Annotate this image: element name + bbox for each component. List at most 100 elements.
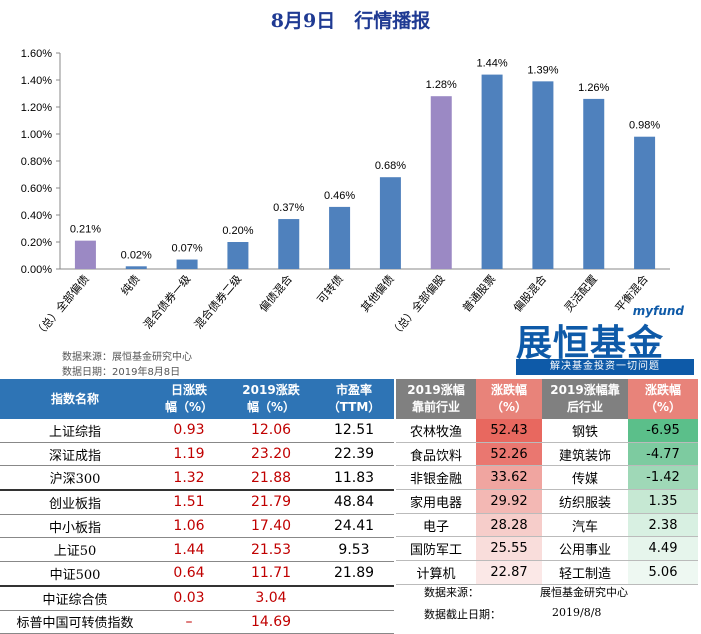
footer-date-label: 数据截止日期：	[424, 608, 501, 621]
y-tick-label: 0.80%	[21, 156, 52, 168]
bar	[430, 96, 452, 269]
top-industry-name: 家用电器	[396, 489, 476, 514]
data-label: 0.37%	[273, 202, 304, 214]
top-industry-change: 28.28	[476, 513, 542, 538]
table-row: 创业板指 1.51 21.79 48.84	[0, 490, 394, 515]
table-row: 国防军工 25.55 公用事业 4.49	[396, 536, 698, 562]
bottom-industry-name: 传媒	[542, 465, 628, 491]
index-day-change: 1.19	[150, 442, 228, 467]
index-ytd-change: 11.71	[228, 561, 314, 587]
index-ytd-change: 21.88	[228, 465, 314, 492]
index-day-change: 0.03	[150, 585, 228, 611]
bottom-industry-change: 2.38	[628, 513, 698, 538]
index-pe	[314, 610, 394, 634]
category-label: （总）全部偏股	[387, 272, 447, 336]
industry-header-2: 2019涨幅靠 后行业	[542, 379, 628, 419]
index-table: 指数名称 日涨跌 幅（%） 2019涨跌 幅（%） 市盈率 （TTM） 上证综指 0.93 12…	[0, 379, 394, 634]
page-title: 8月9日 行情播报	[270, 10, 431, 32]
bottom-industry-name: 建筑装饰	[542, 442, 628, 467]
top-industry-change: 29.92	[476, 489, 542, 514]
index-day-change: –	[150, 610, 228, 634]
bar	[227, 242, 249, 269]
data-label: 0.07%	[171, 243, 202, 255]
top-industry-name: 国防军工	[396, 536, 476, 562]
bar	[278, 219, 300, 269]
top-industry-change: 52.43	[476, 419, 542, 443]
index-pe: 21.89	[314, 561, 394, 587]
category-label: 偏债混合	[256, 272, 295, 315]
index-day-change: 1.32	[150, 465, 228, 492]
logo-small-text: myfund	[632, 304, 684, 318]
bottom-industry-name: 公用事业	[542, 536, 628, 562]
top-industry-change: 52.26	[476, 442, 542, 467]
index-name: 上证综指	[0, 419, 150, 443]
data-label: 0.20%	[222, 225, 253, 237]
table-row: 中小板指 1.06 17.40 24.41	[0, 514, 394, 539]
index-header-3: 市盈率 （TTM）	[314, 379, 394, 419]
category-label: 可转债	[314, 272, 346, 306]
bottom-industry-change: 5.06	[628, 560, 698, 585]
y-tick-label: 1.00%	[21, 129, 52, 141]
bar	[125, 266, 147, 269]
table-row: 食品饮料 52.26 建筑装饰 -4.77	[396, 442, 698, 467]
data-label: 1.44%	[476, 58, 507, 70]
data-label: 0.46%	[324, 190, 355, 202]
industry-table: 2019涨幅 靠前行业 涨跌幅 （%） 2019涨幅靠 后行业 涨跌幅 （%） 农林牧渔 52.…	[396, 379, 698, 585]
category-label: （总）全部偏债	[31, 272, 91, 336]
index-header-0: 指数名称	[0, 379, 150, 419]
index-header-1: 日涨跌 幅（%）	[150, 379, 228, 419]
data-label: 0.21%	[70, 224, 101, 236]
index-day-change: 1.06	[150, 514, 228, 539]
bar	[329, 206, 351, 269]
index-name: 中证500	[0, 561, 150, 587]
index-pe: 24.41	[314, 514, 394, 539]
index-name: 深证成指	[0, 442, 150, 467]
index-ytd-change: 23.20	[228, 442, 314, 467]
data-label: 1.26%	[578, 82, 609, 94]
top-industry-change: 33.62	[476, 465, 542, 491]
y-tick-label: 0.20%	[21, 237, 52, 249]
footer-source-label: 数据来源：	[424, 586, 479, 599]
index-name: 标普中国可转债指数	[0, 610, 150, 634]
y-tick-label: 0.40%	[21, 210, 52, 222]
y-tick-label: 0.60%	[21, 183, 52, 195]
top-industry-change: 25.55	[476, 536, 542, 562]
category-label: 其他偏债	[358, 272, 397, 315]
bar	[379, 177, 401, 269]
index-name: 沪深300	[0, 465, 150, 492]
index-pe: 22.39	[314, 442, 394, 467]
logo-main-text: 展恒基金	[516, 323, 665, 364]
bottom-industry-change: 4.49	[628, 536, 698, 562]
bar	[532, 81, 554, 269]
industry-header-1: 涨跌幅 （%）	[476, 379, 542, 419]
index-name: 创业板指	[0, 490, 150, 515]
bar-chart: 0.00% 0.20% 0.40% 0.60% 0.80% 1.00% 1.20% 1.40%…	[21, 48, 670, 336]
data-label: 0.98%	[629, 120, 660, 132]
table-row: 深证成指 1.19 23.20 22.39	[0, 442, 394, 467]
index-name: 中证综合债	[0, 585, 150, 611]
table-row: 上证50 1.44 21.53 9.53	[0, 537, 394, 563]
index-pe: 9.53	[314, 537, 394, 563]
industry-header-3: 涨跌幅 （%）	[628, 379, 698, 419]
data-label: 0.02%	[121, 249, 152, 261]
table-row: 非银金融 33.62 传媒 -1.42	[396, 465, 698, 491]
top-industry-name: 计算机	[396, 560, 476, 585]
table-row: 计算机 22.87 轻工制造 5.06	[396, 560, 698, 585]
table-row: 家用电器 29.92 纺织服装 1.35	[396, 489, 698, 514]
table-row: 标普中国可转债指数 –14.69	[0, 610, 394, 634]
category-label: 纯债	[118, 272, 143, 298]
chart-date: 数据日期：2019年8月8日	[62, 367, 181, 378]
index-day-change: 0.93	[150, 419, 228, 443]
table-row: 农林牧渔 52.43 钢铁 -6.95	[396, 419, 698, 443]
index-ytd-change: 3.04	[228, 585, 314, 611]
category-label: 混合债券二级	[191, 272, 244, 332]
bottom-industry-change: -1.42	[628, 465, 698, 491]
index-day-change: 1.51	[150, 490, 228, 515]
top-industry-change: 22.87	[476, 560, 542, 585]
index-name: 中小板指	[0, 514, 150, 539]
index-name: 上证50	[0, 537, 150, 563]
top-industry-name: 食品饮料	[396, 442, 476, 467]
index-header-2: 2019涨跌 幅（%）	[228, 379, 314, 419]
index-ytd-change: 21.79	[228, 490, 314, 515]
index-ytd-change: 21.53	[228, 537, 314, 563]
